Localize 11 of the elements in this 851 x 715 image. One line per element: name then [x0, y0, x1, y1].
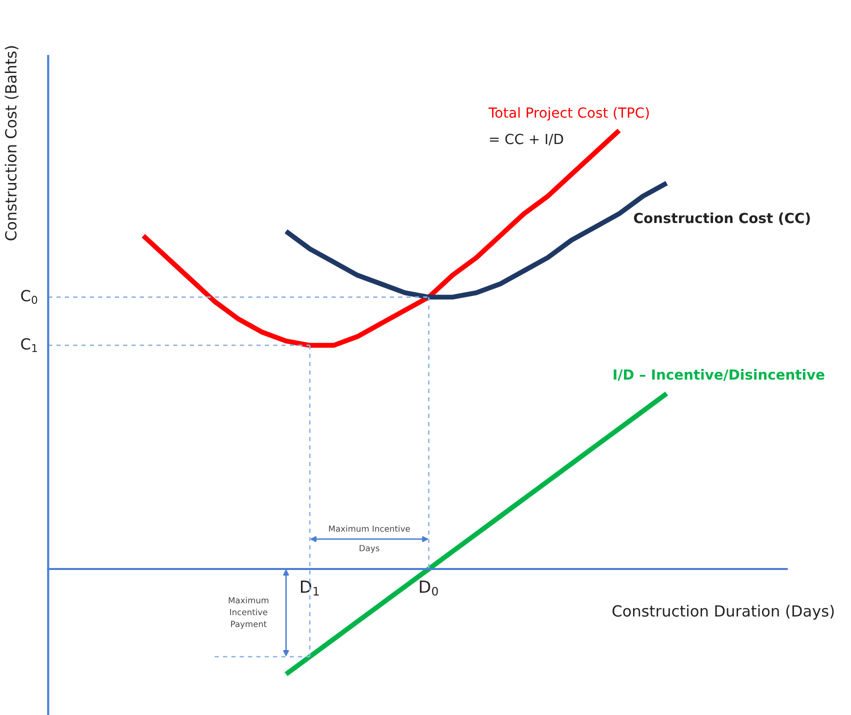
y-axis-title: Construction Cost (Bahts)	[4, 46, 18, 240]
x-tick-label: D$_{0}$	[420, 580, 438, 596]
text: Maximum Incentive Days	[329, 525, 410, 553]
annotation: C$_{0}$	[21, 290, 38, 304]
annotation: C$_{1}$	[21, 338, 37, 352]
annotation: Maximum Incentive Payment	[228, 596, 268, 629]
text: I/D – Incentive/Disincentive	[614, 369, 824, 381]
x-axis-title: Construction Duration (Days)	[612, 604, 834, 620]
series-label: Construction Cost (CC)	[634, 212, 810, 225]
text: Total Project Cost (TPC)	[488, 107, 649, 121]
annotation: = CC + I/D	[490, 134, 564, 146]
